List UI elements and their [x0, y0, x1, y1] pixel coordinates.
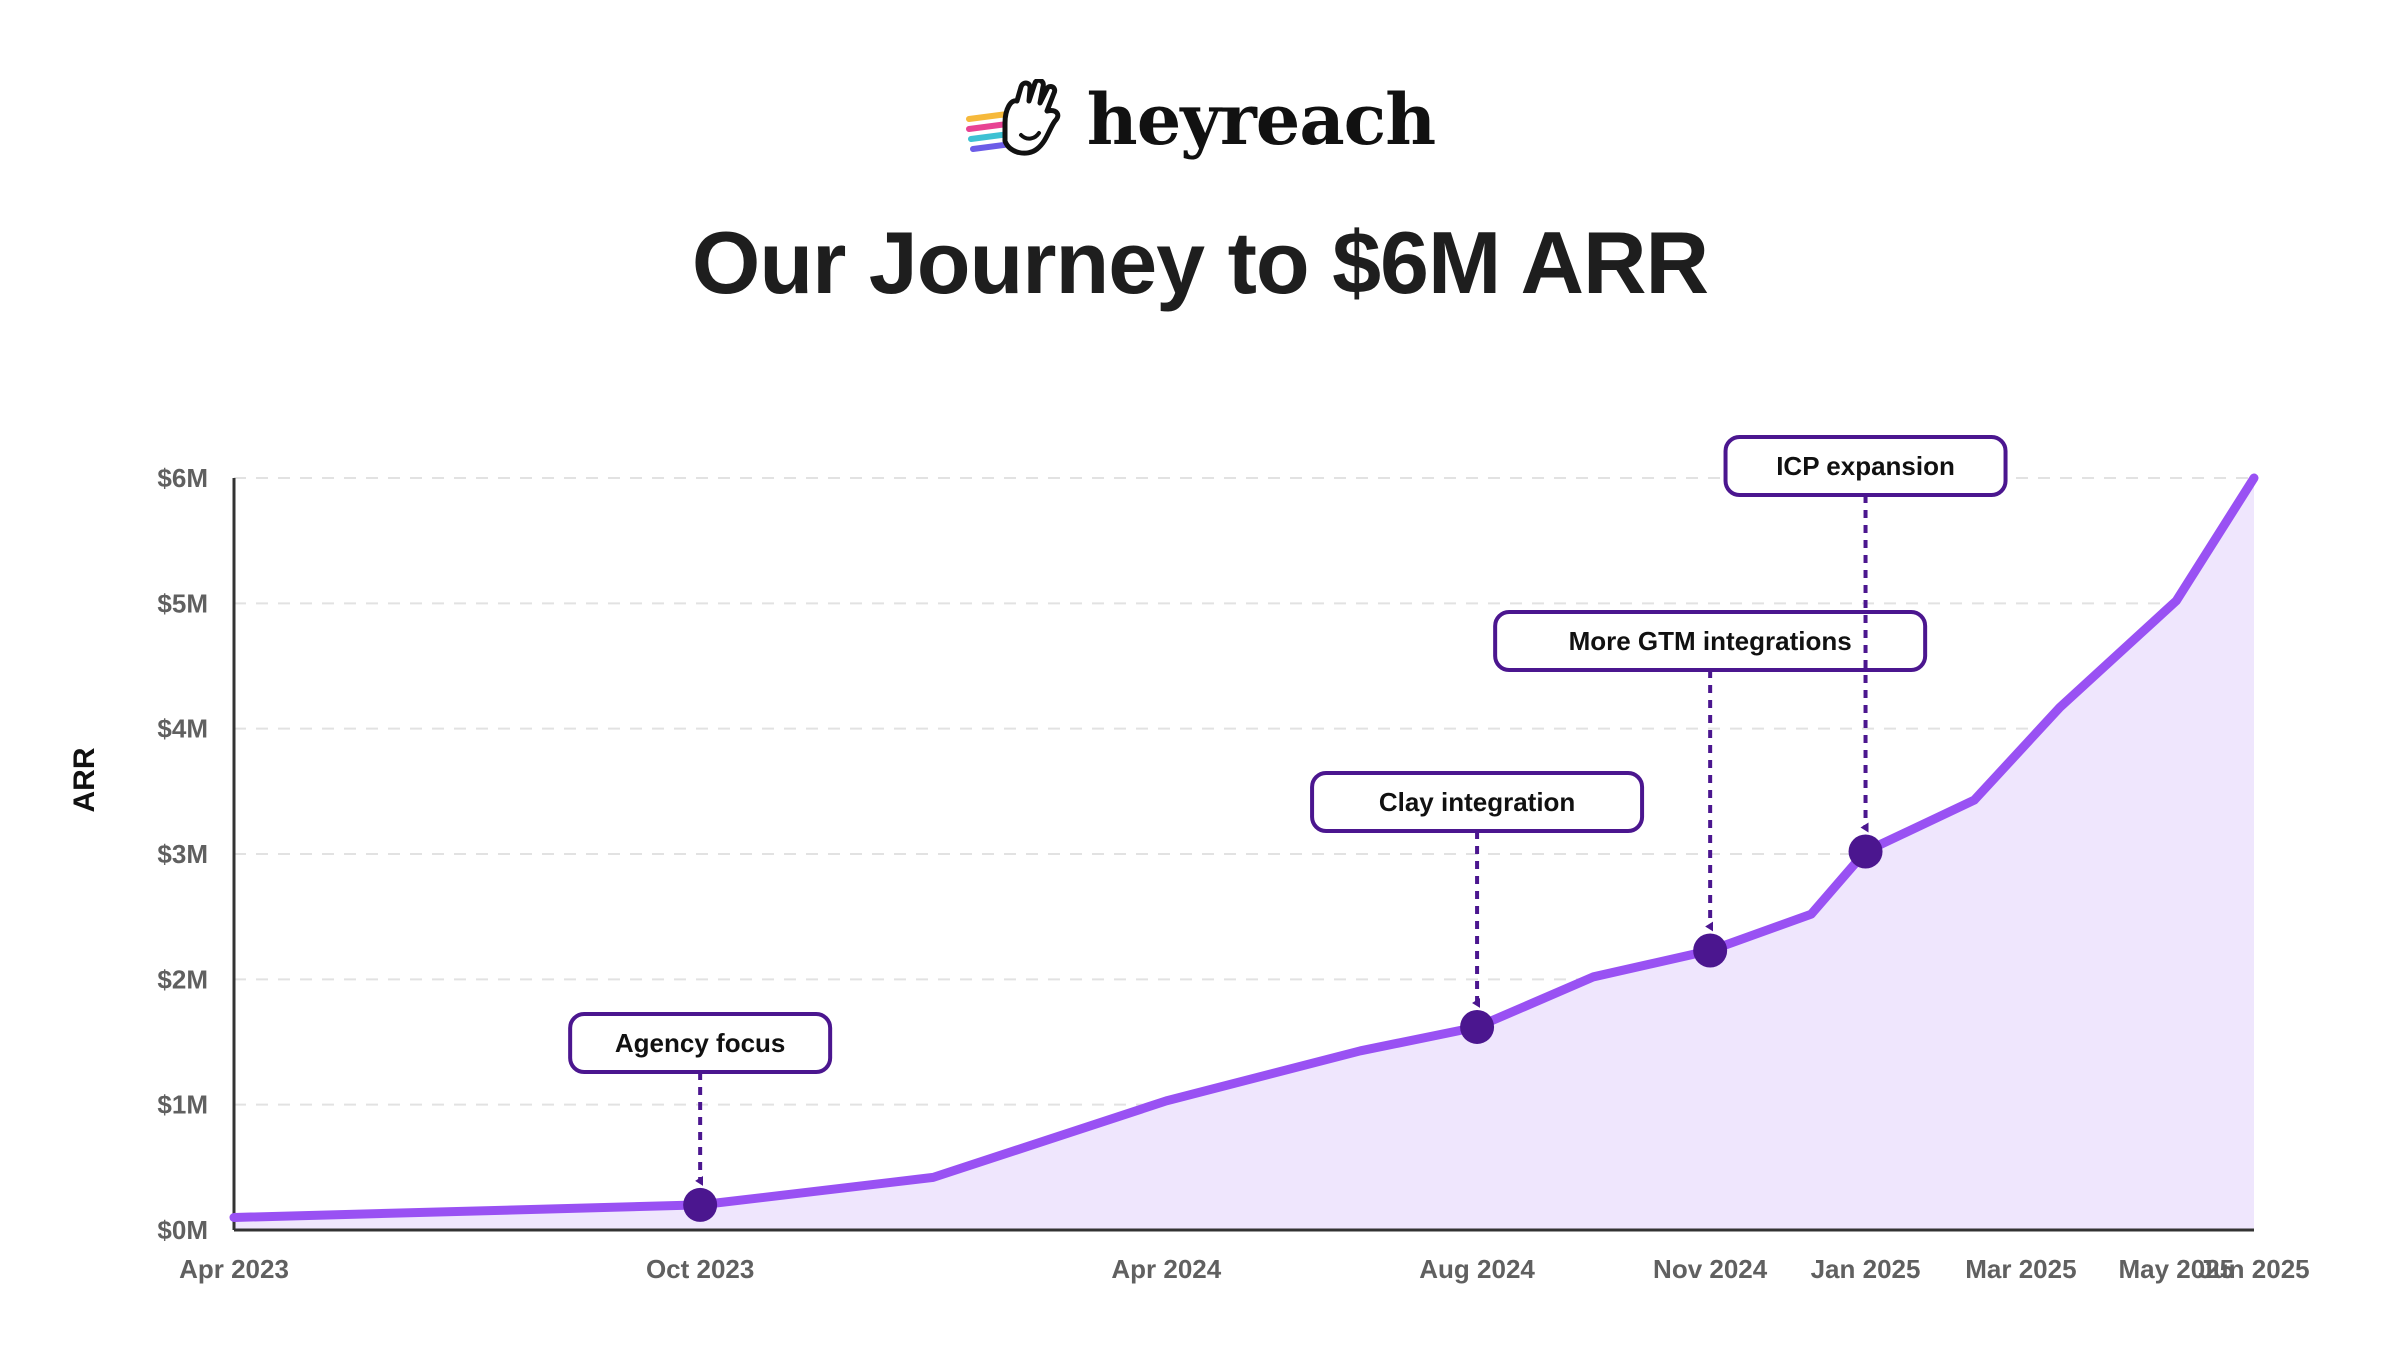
annotation-box [1723, 435, 2008, 497]
x-tick-label: Aug 2024 [1419, 1254, 1535, 1284]
y-axis-ticks: $0M $1M $2M $3M $4M $5M $6M [157, 463, 208, 1245]
milestone-marker [1693, 933, 1728, 968]
x-tick-label: May 2025 [2118, 1254, 2234, 1284]
milestone-marker [1460, 1009, 1495, 1044]
area-fill [234, 478, 2254, 1230]
x-tick-label: Apr 2024 [1111, 1254, 1221, 1284]
x-tick-label: Mar 2025 [1965, 1254, 2076, 1284]
milestone-marker [683, 1187, 718, 1222]
annotation-label: Agency focus [615, 1028, 786, 1058]
y-tick-label: $3M [157, 839, 208, 869]
annotation-box [568, 1012, 833, 1074]
x-tick-label: Nov 2024 [1653, 1254, 1768, 1284]
y-tick-label: $2M [157, 964, 208, 994]
axes [232, 478, 2254, 1232]
annotation-box [1493, 610, 1928, 672]
arr-series-line [229, 473, 2259, 1222]
annotations-layer: Agency focus Clay integration More GTM int… [568, 435, 2008, 1222]
brand-wordmark: heyreach [1086, 78, 1436, 161]
y-tick-label: $1M [157, 1090, 208, 1120]
annotation-label: More GTM integrations [1569, 626, 1852, 656]
annotation-label: ICP expansion [1776, 451, 1955, 481]
x-tick-label: Oct 2023 [646, 1254, 754, 1284]
annotation-box [1310, 771, 1645, 833]
x-tick-label: Jan 2025 [1811, 1254, 1921, 1284]
area-fill-layer [234, 478, 2254, 1230]
x-tick-label: Jun 2025 [2198, 1254, 2309, 1284]
milestone-marker [1848, 834, 1883, 869]
y-tick-label: $6M [157, 463, 208, 493]
y-tick-label: $5M [157, 588, 208, 618]
x-axis-ticks: Apr 2023 Oct 2023 Apr 2024 Aug 2024 Nov 2024… [179, 1254, 2310, 1284]
y-tick-label: $0M [157, 1215, 208, 1245]
series-line-layer [229, 473, 2259, 1222]
waving-hand-icon [965, 78, 1061, 156]
x-tick-label: Apr 2023 [179, 1254, 289, 1284]
page-title: Our Journey to $6M ARR [691, 213, 1709, 312]
y-axis-title: ARR [68, 747, 101, 812]
brand-logo: heyreach [0, 78, 2400, 161]
annotation-label: Clay integration [1379, 787, 1575, 817]
y-tick-label: $4M [157, 714, 208, 744]
